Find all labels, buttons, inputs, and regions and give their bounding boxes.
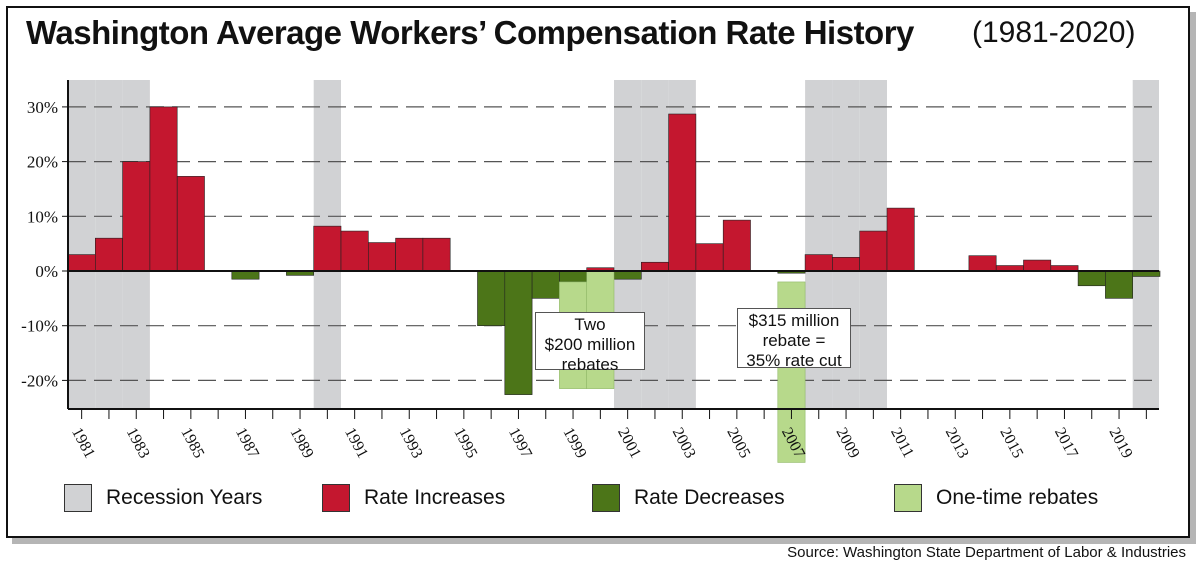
recession-band	[641, 80, 669, 409]
bar-decrease	[531, 270, 560, 299]
bar-increase	[422, 237, 451, 272]
y-tick-label: 30%	[27, 98, 58, 117]
bar-increase	[722, 219, 751, 272]
x-tick-label: 2015	[996, 425, 1026, 461]
x-tick-label: 1985	[177, 425, 207, 461]
annotation-line: $315 million	[748, 311, 840, 330]
chart-title: Washington Average Workers’ Compensation…	[26, 14, 914, 51]
x-tick-label: 1999	[560, 425, 590, 461]
x-tick-label: 2001	[614, 425, 644, 461]
x-tick-label: 2013	[942, 425, 972, 461]
x-tick-label: 2009	[833, 425, 863, 461]
y-tick-label: -10%	[21, 317, 58, 336]
annotation-2007-rebate: $315 million rebate = 35% rate cut	[737, 308, 851, 370]
legend-label-rebate: One-time rebates	[936, 486, 1099, 509]
bar-increase	[367, 242, 396, 272]
recession-band	[1132, 80, 1159, 409]
bar-increase	[313, 225, 342, 272]
bar-increase	[832, 257, 861, 272]
legend-swatch-increase	[322, 484, 350, 512]
y-tick-label: 10%	[27, 207, 58, 226]
annotation-two-rebates: Two $200 million rebates	[535, 312, 645, 374]
x-tick-label: 2017	[1051, 425, 1081, 461]
bar-increase	[395, 237, 424, 272]
x-tick-label: 1991	[341, 425, 371, 461]
legend-swatch-rebate	[894, 484, 922, 512]
x-tick-label: 1993	[396, 425, 426, 461]
x-tick-label: 2019	[1106, 425, 1136, 461]
x-tick-label: 1989	[287, 425, 317, 461]
annotation-line: $200 million	[544, 335, 636, 354]
x-tick-label: 2003	[669, 425, 699, 461]
y-tick-label: 0%	[35, 262, 58, 281]
bar-increase	[340, 230, 369, 272]
legend-label-recession: Recession Years	[106, 486, 263, 509]
legend-swatch-recession	[64, 484, 92, 512]
bar-increase	[695, 243, 724, 272]
legend-label-decrease: Rate Decreases	[634, 486, 785, 509]
bar-increase	[640, 261, 669, 272]
source-note: Source: Washington State Department of L…	[787, 544, 1186, 561]
bar-increase	[176, 176, 205, 272]
bar-increase	[668, 113, 697, 272]
legend-label-increase: Rate Increases	[364, 486, 506, 509]
x-tick-label: 2005	[723, 425, 753, 461]
bar-decrease	[1077, 270, 1106, 287]
x-tick-label: 1995	[450, 425, 480, 461]
bar-increase	[67, 254, 96, 272]
y-tick-label: 20%	[27, 153, 58, 172]
bar-increase	[95, 237, 123, 272]
bar-decrease	[1105, 270, 1134, 299]
annotation-line: rebate =	[762, 331, 826, 350]
annotation-line: Two	[574, 315, 606, 334]
bar-increase	[859, 230, 888, 272]
bar-increase	[886, 207, 915, 272]
bar-decrease	[504, 270, 533, 395]
bar-decrease	[559, 270, 588, 283]
x-tick-label: 1983	[123, 425, 153, 461]
bar-increase	[804, 254, 833, 272]
chart-subtitle: (1981-2020)	[972, 16, 1136, 49]
bar-decrease	[231, 270, 260, 280]
bar-increase	[968, 255, 997, 272]
recession-band	[68, 80, 96, 409]
annotation-line: rebates	[561, 355, 619, 374]
y-tick-label: -20%	[21, 371, 58, 390]
annotation-line: 35% rate cut	[746, 351, 842, 370]
bar-increase	[1023, 259, 1052, 272]
bar-increase	[149, 106, 178, 272]
x-tick-label: 1997	[505, 425, 535, 461]
x-tick-label: 2011	[887, 425, 917, 461]
legend-swatch-decrease	[592, 484, 620, 512]
bar-increase	[122, 161, 151, 272]
x-tick-label: 1981	[68, 425, 98, 461]
x-tick-label: 1987	[232, 425, 262, 461]
bar-decrease	[613, 270, 642, 280]
bar-decrease	[477, 270, 506, 327]
